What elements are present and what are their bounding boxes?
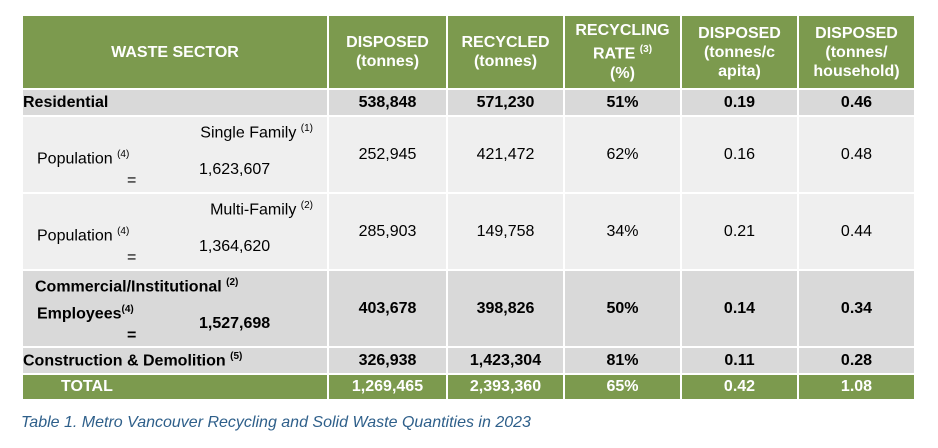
commercial-emp-footnote: (4)	[121, 304, 134, 315]
construction-name: Construction & Demolition	[23, 352, 226, 370]
header-sector-text: WASTE SECTOR	[111, 43, 239, 61]
single-family-per-capita: 0.16	[680, 115, 799, 194]
construction-per-household: 0.28	[797, 346, 916, 375]
total-recycled: 2,393,360	[446, 373, 565, 401]
header-rate-line1: RECYCLING	[575, 22, 670, 40]
single-family-label: Single Family (1)	[200, 123, 313, 142]
commercial-per-capita: 0.14	[680, 269, 799, 348]
header-capita-line2: (tonnes/c	[703, 43, 776, 61]
header-recycled-line2: (tonnes)	[473, 53, 538, 70]
multi-family-rate: 34%	[563, 192, 682, 271]
header-rate-footnote: (3)	[639, 44, 653, 56]
multi-family-pop-text: Population	[37, 227, 113, 245]
header-rate-line2: RATE	[592, 45, 636, 63]
commercial-emp-text: Employees	[37, 305, 122, 323]
header-disposed: DISPOSED (tonnes)	[327, 14, 448, 90]
commercial-footnote: (2)	[226, 277, 239, 288]
commercial-per-household: 0.34	[797, 269, 916, 348]
construction-per-capita: 0.11	[680, 346, 799, 375]
total-per-household: 1.08	[797, 373, 916, 401]
table-caption: Table 1. Metro Vancouver Recycling and S…	[21, 414, 531, 431]
multi-family-label-text: Multi-Family	[210, 201, 297, 219]
header-disposed-line2: (tonnes)	[355, 53, 420, 70]
single-family-disposed: 252,945	[327, 115, 448, 194]
commercial-label-cell: Commercial/Institutional (2) Employees(4…	[21, 269, 329, 348]
multi-family-disposed: 285,903	[327, 192, 448, 271]
multi-family-per-household: 0.44	[797, 192, 916, 271]
header-recycled-line1: RECYCLED	[461, 34, 550, 51]
multi-family-footnote: (2)	[300, 200, 313, 211]
header-sector: WASTE SECTOR	[21, 14, 329, 90]
commercial-recycled: 398,826	[446, 269, 565, 348]
construction-rate: 81%	[563, 346, 682, 375]
single-family-label-cell: Single Family (1) Population (4) = 1,623…	[21, 115, 329, 194]
construction-disposed: 326,938	[327, 346, 448, 375]
row-multi-family: Multi-Family (2) Population (4) = 1,364,…	[21, 192, 916, 271]
header-rate-line3: (%)	[610, 64, 635, 82]
residential-rate: 51%	[563, 88, 682, 117]
residential-disposed: 538,848	[327, 88, 448, 117]
commercial-emp-label: Employees(4)	[37, 304, 134, 323]
single-family-rate: 62%	[563, 115, 682, 194]
commercial-name-text: Commercial/Institutional	[35, 278, 222, 296]
single-family-label-text: Single Family	[200, 124, 297, 142]
waste-table: WASTE SECTOR DISPOSED (tonnes) RECYCLED …	[21, 14, 916, 401]
total-disposed: 1,269,465	[327, 373, 448, 401]
total-per-capita: 0.42	[680, 373, 799, 401]
construction-name-cell: Construction & Demolition (5)	[21, 346, 329, 375]
multi-family-population: 1,364,620	[199, 238, 271, 255]
header-capita-line1: DISPOSED	[698, 24, 781, 42]
multi-family-equals: =	[127, 249, 137, 266]
construction-footnote: (5)	[230, 350, 243, 362]
header-recycled: RECYCLED (tonnes)	[446, 14, 565, 90]
total-name: TOTAL	[21, 373, 329, 401]
header-per-capita: DISPOSED (tonnes/c apita)	[680, 14, 799, 90]
single-family-recycled: 421,472	[446, 115, 565, 194]
multi-family-recycled: 149,758	[446, 192, 565, 271]
single-family-pop-label: Population (4)	[37, 149, 129, 168]
row-total: TOTAL 1,269,465 2,393,360 65% 0.42 1.08	[21, 373, 916, 401]
commercial-name: Commercial/Institutional (2)	[35, 277, 238, 296]
header-row: WASTE SECTOR DISPOSED (tonnes) RECYCLED …	[21, 14, 916, 90]
multi-family-pop-footnote: (4)	[117, 226, 130, 237]
single-family-equals: =	[127, 172, 137, 189]
single-family-pop-text: Population	[37, 150, 113, 168]
single-family-population: 1,623,607	[199, 161, 271, 178]
single-family-pop-footnote: (4)	[117, 149, 130, 160]
header-rate: RECYCLING RATE (3) (%)	[563, 14, 682, 90]
single-family-per-household: 0.48	[797, 115, 916, 194]
residential-name: Residential	[21, 88, 329, 117]
row-single-family: Single Family (1) Population (4) = 1,623…	[21, 115, 916, 194]
commercial-disposed: 403,678	[327, 269, 448, 348]
header-disposed-line1: DISPOSED	[346, 34, 429, 51]
residential-per-household: 0.46	[797, 88, 916, 117]
multi-family-per-capita: 0.21	[680, 192, 799, 271]
construction-recycled: 1,423,304	[446, 346, 565, 375]
row-commercial: Commercial/Institutional (2) Employees(4…	[21, 269, 916, 348]
header-household-line2: (tonnes/	[825, 43, 888, 61]
multi-family-label-cell: Multi-Family (2) Population (4) = 1,364,…	[21, 192, 329, 271]
header-per-household: DISPOSED (tonnes/ household)	[797, 14, 916, 90]
multi-family-pop-label: Population (4)	[37, 226, 129, 245]
residential-per-capita: 0.19	[680, 88, 799, 117]
commercial-employees: 1,527,698	[199, 315, 271, 332]
commercial-rate: 50%	[563, 269, 682, 348]
commercial-equals: =	[127, 327, 137, 344]
header-capita-line3: apita)	[718, 62, 761, 80]
multi-family-label: Multi-Family (2)	[210, 200, 313, 219]
row-residential: Residential 538,848 571,230 51% 0.19 0.4…	[21, 88, 916, 117]
row-construction: Construction & Demolition (5) 326,938 1,…	[21, 346, 916, 375]
header-household-line1: DISPOSED	[815, 24, 898, 42]
single-family-footnote: (1)	[300, 123, 313, 134]
residential-recycled: 571,230	[446, 88, 565, 117]
header-household-line3: household)	[813, 62, 900, 80]
total-rate: 65%	[563, 373, 682, 401]
